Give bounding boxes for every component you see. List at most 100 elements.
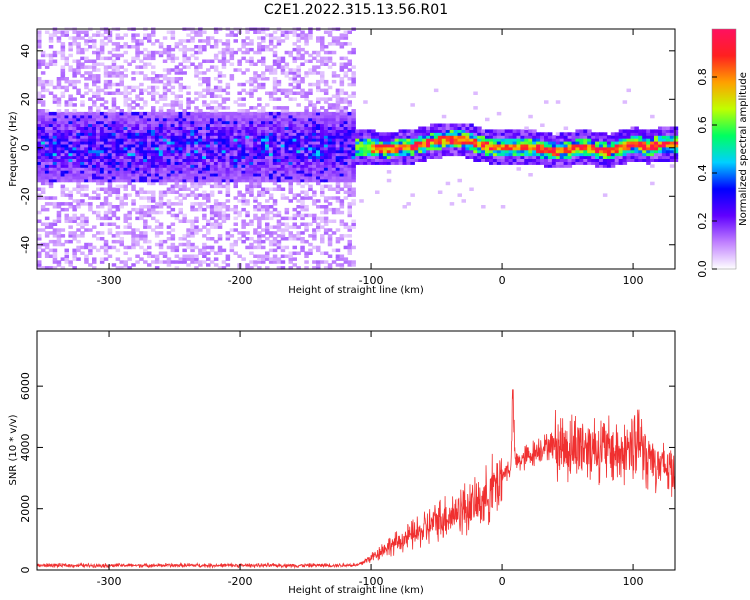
heatmap-cell (174, 117, 180, 122)
heatmap-cell (469, 123, 474, 127)
heatmap-cell (430, 132, 435, 136)
heatmap-cell (40, 123, 46, 127)
heatmap-cell (103, 135, 109, 139)
heatmap-cell (351, 219, 356, 223)
heatmap-cell (64, 219, 69, 223)
heatmap-cell (99, 152, 105, 157)
heatmap-cell (225, 155, 231, 159)
heatmap-cell (268, 248, 274, 253)
heatmap-cell (198, 260, 203, 264)
heatmap-cell (103, 239, 109, 244)
heatmap-cell (154, 79, 160, 84)
heatmap-cell (492, 149, 498, 154)
heatmap-cell (80, 158, 85, 162)
heatmap-cell (229, 242, 235, 247)
heatmap-cell (186, 85, 191, 90)
heatmap-cell (68, 79, 73, 84)
heatmap-cell (209, 120, 215, 125)
heatmap-cell (622, 100, 628, 104)
heatmap-cell (143, 173, 148, 177)
heatmap-cell (327, 117, 333, 122)
heatmap-cell (587, 161, 592, 165)
heatmap-cell (40, 117, 46, 122)
heatmap-cell (331, 187, 337, 191)
heatmap-cell (323, 222, 329, 226)
heatmap-cell (449, 132, 455, 136)
heatmap-cell (296, 193, 301, 197)
heatmap-cell (64, 254, 69, 258)
heatmap-cell (477, 129, 482, 133)
heatmap-cell (359, 138, 364, 142)
heatmap-cell (96, 167, 101, 171)
heatmap-cell (575, 138, 580, 142)
heatmap-cell (135, 193, 140, 197)
heatmap-cell (241, 141, 246, 145)
heatmap-cell (288, 173, 293, 177)
heatmap-cell (351, 65, 356, 69)
heatmap-cell (347, 193, 352, 197)
heatmap-cell (347, 225, 352, 229)
heatmap-cell (166, 155, 172, 159)
heatmap-cell (225, 111, 231, 116)
heatmap-cell (335, 126, 341, 130)
heatmap-cell (44, 62, 50, 66)
heatmap-cell (288, 50, 293, 55)
heatmap-cell (272, 143, 278, 148)
heatmap-cell (288, 149, 293, 154)
heatmap-cell (331, 123, 337, 127)
heatmap-cell (213, 219, 219, 223)
heatmap-cell (131, 120, 136, 125)
heatmap-cell (237, 175, 242, 180)
heatmap-cell (178, 149, 183, 154)
heatmap-cell (92, 143, 97, 148)
heatmap-cell (154, 120, 160, 125)
heatmap-cell (123, 184, 128, 189)
heatmap-cell (430, 146, 435, 151)
heatmap-cell (202, 103, 207, 107)
heatmap-cell (99, 117, 105, 122)
heatmap-cell (84, 193, 89, 197)
heatmap-cell (194, 170, 199, 174)
heatmap-cell (40, 228, 46, 232)
heatmap-cell (469, 187, 474, 191)
heatmap-cell (394, 161, 400, 165)
heatmap-cell (500, 132, 506, 136)
heatmap-cell (115, 196, 121, 200)
heatmap-cell (182, 152, 187, 157)
heatmap-cell (111, 65, 117, 69)
heatmap-cell (276, 213, 282, 218)
heatmap-cell (96, 158, 101, 162)
heatmap-cell (139, 146, 144, 151)
heatmap-cell (587, 129, 592, 133)
heatmap-cell (599, 155, 604, 159)
heatmap-cell (84, 167, 89, 171)
heatmap-cell (272, 135, 278, 139)
heatmap-cell (268, 242, 274, 247)
heatmap-cell (320, 36, 325, 40)
heatmap-cell (162, 155, 168, 159)
heatmap-cell (249, 143, 254, 148)
heatmap-cell (52, 231, 58, 235)
heatmap-cell (202, 123, 207, 127)
heatmap-cell (151, 71, 156, 75)
heatmap-cell (206, 91, 211, 95)
heatmap-cell (209, 65, 215, 69)
heatmap-cell (131, 178, 136, 183)
heatmap-cell (99, 257, 105, 261)
heatmap-cell (52, 175, 58, 180)
heatmap-cell (347, 120, 352, 125)
heatmap-cell (107, 173, 113, 177)
heatmap-cell (308, 100, 313, 104)
heatmap-cell (37, 167, 42, 171)
heatmap-cell (300, 207, 305, 212)
heatmap-cell (80, 135, 85, 139)
heatmap-cell (335, 161, 341, 165)
heatmap-cell (335, 94, 341, 98)
heatmap-cell (166, 123, 172, 127)
heatmap-cell (174, 158, 180, 162)
heatmap-cell (426, 146, 431, 151)
heatmap-cell (268, 187, 274, 191)
heatmap-cell (229, 143, 235, 148)
heatmap-cell (213, 106, 219, 110)
heatmap-cell (170, 111, 176, 116)
